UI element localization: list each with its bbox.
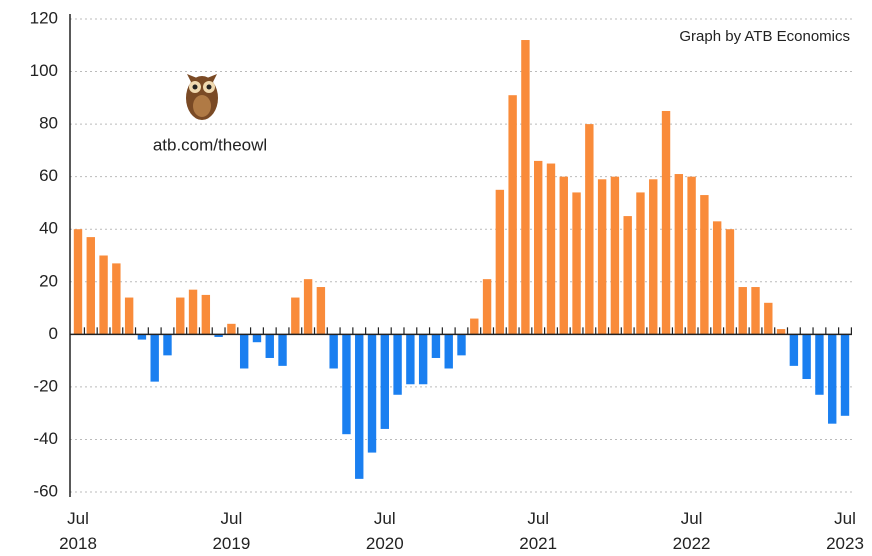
- bar: [227, 324, 235, 335]
- x-tick-label: Jul 2018: [48, 506, 108, 556]
- bar: [432, 334, 440, 358]
- bar: [278, 334, 286, 366]
- bar: [445, 334, 453, 368]
- bar: [585, 124, 593, 334]
- y-tick-label: 20: [39, 271, 58, 290]
- bar: [202, 295, 210, 334]
- bar: [687, 177, 695, 335]
- bar: [87, 237, 95, 334]
- bar: [815, 334, 823, 394]
- y-tick-label: -40: [33, 429, 58, 448]
- bar: [317, 287, 325, 334]
- bar: [547, 164, 555, 335]
- bar: [636, 192, 644, 334]
- bar: [419, 334, 427, 384]
- x-tick-label: Jul 2020: [355, 506, 415, 556]
- bar: [534, 161, 542, 334]
- website-note: atb.com/theowl: [153, 135, 267, 154]
- chart: Graph by ATB Economics atb.com/theowl -6…: [0, 0, 872, 556]
- bar: [176, 298, 184, 335]
- y-tick-label: 40: [39, 219, 58, 238]
- bar: [598, 179, 606, 334]
- bar: [470, 319, 478, 335]
- bar: [483, 279, 491, 334]
- y-tick-label: -20: [33, 376, 58, 395]
- owl-icon: [186, 74, 218, 120]
- bar: [381, 334, 389, 429]
- y-tick-label: 80: [39, 114, 58, 133]
- chart-container: Graph by ATB Economics atb.com/theowl -6…: [0, 0, 872, 556]
- x-tick-label: Jul 2019: [201, 506, 261, 556]
- bar: [99, 256, 107, 335]
- bar: [291, 298, 299, 335]
- bar: [828, 334, 836, 423]
- y-tick-label: 100: [30, 61, 58, 80]
- bar: [560, 177, 568, 335]
- bar: [125, 298, 133, 335]
- bar: [266, 334, 274, 358]
- bar: [329, 334, 337, 368]
- bar: [713, 221, 721, 334]
- bar: [368, 334, 376, 452]
- bar: [138, 334, 146, 339]
- source-note: Graph by ATB Economics: [679, 28, 850, 45]
- bar: [726, 229, 734, 334]
- x-tick-label: Jul 2022: [662, 506, 722, 556]
- bar: [151, 334, 159, 381]
- bar: [790, 334, 798, 366]
- bar: [623, 216, 631, 334]
- bar: [342, 334, 350, 434]
- bar: [253, 334, 261, 342]
- x-tick-label: Jul 2021: [508, 506, 568, 556]
- bar: [521, 40, 529, 334]
- bar: [675, 174, 683, 334]
- bar: [572, 192, 580, 334]
- bar: [189, 290, 197, 335]
- bar: [739, 287, 747, 334]
- y-tick-label: 0: [49, 324, 58, 343]
- bar: [393, 334, 401, 394]
- bar: [457, 334, 465, 355]
- bar: [764, 303, 772, 335]
- bar: [700, 195, 708, 334]
- bar: [802, 334, 810, 379]
- bar: [355, 334, 363, 479]
- bar: [841, 334, 849, 415]
- bar: [304, 279, 312, 334]
- y-tick-label: -60: [33, 481, 58, 500]
- bar: [163, 334, 171, 355]
- bar: [662, 111, 670, 334]
- bar: [74, 229, 82, 334]
- bar: [406, 334, 414, 384]
- x-tick-label: Jul 2023: [815, 506, 872, 556]
- bar: [112, 263, 120, 334]
- bar: [508, 95, 516, 334]
- bar: [649, 179, 657, 334]
- y-tick-label: 60: [39, 166, 58, 185]
- y-tick-label: 120: [30, 8, 58, 27]
- bar: [240, 334, 248, 368]
- bar: [777, 329, 785, 334]
- bar: [751, 287, 759, 334]
- bar: [496, 190, 504, 335]
- bar: [611, 177, 619, 335]
